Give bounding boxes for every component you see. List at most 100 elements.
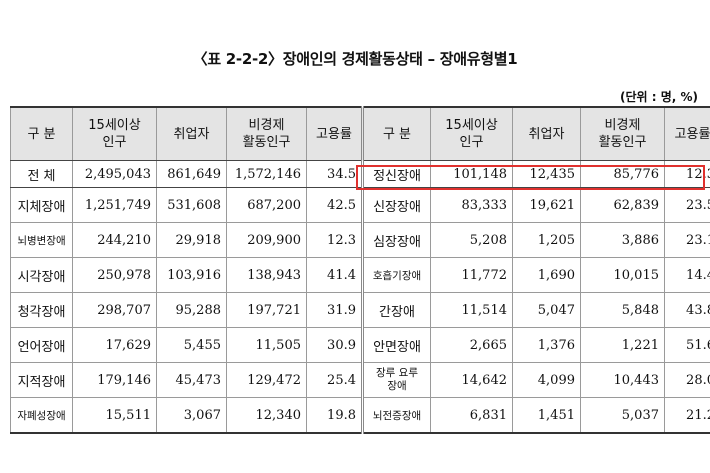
cell-rate-right: 43.8 bbox=[664, 292, 710, 328]
table-row: 자폐성장애 15,511 3,067 12,340 19.8 뇌전증장애 6,831 1,45… bbox=[10, 397, 710, 434]
cell-population-left: 179,146 bbox=[72, 362, 157, 398]
cell-cat-right: 호흡기장애 bbox=[361, 257, 431, 293]
cell-rate-left: 19.8 bbox=[306, 397, 363, 434]
cell-cat-right: 심장장애 bbox=[361, 222, 431, 258]
cell-cat-left: 시각장애 bbox=[10, 257, 73, 293]
cell-employed-left: 95,288 bbox=[156, 292, 227, 328]
cell-employed-right: 4,099 bbox=[512, 362, 581, 398]
cell-inactive-left: 129,472 bbox=[226, 362, 307, 398]
cell-inactive-left: 197,721 bbox=[226, 292, 307, 328]
cell-employed-right: 1,376 bbox=[512, 327, 581, 363]
cell-population-left: 250,978 bbox=[72, 257, 157, 293]
header-inactive-left: 비경제 활동인구 bbox=[226, 106, 307, 161]
cell-employed-right: 19,621 bbox=[512, 187, 581, 223]
header-rate-left: 고용률 bbox=[306, 106, 363, 161]
cell-rate-right: 14.4 bbox=[664, 257, 710, 293]
header-population-left: 15세이상 인구 bbox=[72, 106, 157, 161]
table-row: 뇌병변장애 244,210 29,918 209,900 12.3 심장장애 5,208 1,… bbox=[10, 222, 710, 258]
cell-population-right: 14,642 bbox=[430, 362, 513, 398]
cell-inactive-right: 10,015 bbox=[580, 257, 665, 293]
cell-inactive-right: 3,886 bbox=[580, 222, 665, 258]
cell-inactive-left: 11,505 bbox=[226, 327, 307, 363]
cell-inactive-right: 5,037 bbox=[580, 397, 665, 434]
cell-cat-right: 정신장애 bbox=[361, 160, 431, 188]
cell-inactive-left: 138,943 bbox=[226, 257, 307, 293]
cell-employed-right: 5,047 bbox=[512, 292, 581, 328]
cell-rate-left: 42.5 bbox=[306, 187, 363, 223]
header-population-right: 15세이상 인구 bbox=[430, 106, 513, 161]
cell-employed-left: 45,473 bbox=[156, 362, 227, 398]
header-row: 구 분 15세이상 인구 취업자 비경제 활동인구 고용률 구 분 15세이상 … bbox=[10, 106, 710, 161]
cell-rate-left: 25.4 bbox=[306, 362, 363, 398]
header-category-left: 구 분 bbox=[10, 106, 73, 161]
cell-inactive-left: 12,340 bbox=[226, 397, 307, 434]
cell-population-right: 2,665 bbox=[430, 327, 513, 363]
cell-cat-right: 간장애 bbox=[361, 292, 431, 328]
cell-population-right: 6,831 bbox=[430, 397, 513, 434]
cell-population-right: 5,208 bbox=[430, 222, 513, 258]
cell-cat-left: 언어장애 bbox=[10, 327, 73, 363]
cell-cat-left: 지체장애 bbox=[10, 187, 73, 223]
cell-employed-right: 1,205 bbox=[512, 222, 581, 258]
header-category-right: 구 분 bbox=[361, 106, 431, 161]
cell-inactive-right: 85,776 bbox=[580, 160, 665, 188]
table-row: 시각장애 250,978 103,916 138,943 41.4 호흡기장애 11,772… bbox=[10, 257, 710, 293]
table-row: 지적장애 179,146 45,473 129,472 25.4 장루 요루 장애 14,6… bbox=[10, 362, 710, 398]
table-row: 전 체 2,495,043 861,649 1,572,146 34.5 정신장애 101,… bbox=[10, 160, 710, 188]
cell-employed-right: 1,690 bbox=[512, 257, 581, 293]
header-inactive-right: 비경제 활동인구 bbox=[580, 106, 665, 161]
cell-rate-right: 21.2 bbox=[664, 397, 710, 434]
cell-rate-left: 41.4 bbox=[306, 257, 363, 293]
cell-employed-left: 103,916 bbox=[156, 257, 227, 293]
cell-employed-left: 531,608 bbox=[156, 187, 227, 223]
cell-inactive-right: 1,221 bbox=[580, 327, 665, 363]
cell-employed-left: 3,067 bbox=[156, 397, 227, 434]
cell-population-left: 244,210 bbox=[72, 222, 157, 258]
cell-rate-right: 28.0 bbox=[664, 362, 710, 398]
cell-population-left: 15,511 bbox=[72, 397, 157, 434]
cell-rate-right: 23.1 bbox=[664, 222, 710, 258]
cell-inactive-left: 687,200 bbox=[226, 187, 307, 223]
cell-rate-left: 31.9 bbox=[306, 292, 363, 328]
cell-rate-left: 12.3 bbox=[306, 222, 363, 258]
table-row: 언어장애 17,629 5,455 11,505 30.9 안면장애 2,665 1,376 1… bbox=[10, 327, 710, 363]
header-employed-left: 취업자 bbox=[156, 106, 227, 161]
cell-employed-left: 861,649 bbox=[156, 160, 227, 188]
unit-label: (단위 : 명, %) bbox=[619, 90, 698, 104]
cell-rate-left: 30.9 bbox=[306, 327, 363, 363]
cell-employed-right: 1,451 bbox=[512, 397, 581, 434]
cell-cat-left: 전 체 bbox=[10, 160, 73, 188]
cell-rate-right: 51.6 bbox=[664, 327, 710, 363]
cell-cat-left: 자폐성장애 bbox=[10, 397, 73, 434]
header-employed-right: 취업자 bbox=[512, 106, 581, 161]
table-row: 지체장애 1,251,749 531,608 687,200 42.5 신장장애 83,33… bbox=[10, 187, 710, 223]
cell-cat-right: 뇌전증장애 bbox=[361, 397, 431, 434]
cell-rate-left: 34.5 bbox=[306, 160, 363, 188]
cell-cat-left: 뇌병변장애 bbox=[10, 222, 73, 258]
cell-rate-right: 23.5 bbox=[664, 187, 710, 223]
cell-rate-right: 12.3 bbox=[664, 160, 710, 188]
cell-inactive-left: 1,572,146 bbox=[226, 160, 307, 188]
cell-inactive-right: 10,443 bbox=[580, 362, 665, 398]
table-title: 〈표 2-2-2〉장애인의 경제활동상태 – 장애유형별1 bbox=[192, 50, 518, 68]
cell-cat-right: 신장장애 bbox=[361, 187, 431, 223]
cell-population-right: 83,333 bbox=[430, 187, 513, 223]
cell-cat-left: 지적장애 bbox=[10, 362, 73, 398]
cell-employed-left: 5,455 bbox=[156, 327, 227, 363]
cell-population-right: 11,772 bbox=[430, 257, 513, 293]
cell-employed-right: 12,435 bbox=[512, 160, 581, 188]
table-row: 청각장애 298,707 95,288 197,721 31.9 간장애 11,514 5,0… bbox=[10, 292, 710, 328]
cell-inactive-right: 62,839 bbox=[580, 187, 665, 223]
cell-population-left: 1,251,749 bbox=[72, 187, 157, 223]
cell-cat-right: 안면장애 bbox=[361, 327, 431, 363]
cell-population-right: 101,148 bbox=[430, 160, 513, 188]
cell-population-left: 298,707 bbox=[72, 292, 157, 328]
cell-employed-left: 29,918 bbox=[156, 222, 227, 258]
cell-cat-right: 장루 요루 장애 bbox=[361, 362, 431, 398]
cell-inactive-right: 5,848 bbox=[580, 292, 665, 328]
header-rate-right: 고용률 bbox=[664, 106, 710, 161]
employment-table: 구 분 15세이상 인구 취업자 비경제 활동인구 고용률 구 분 15세이상 … bbox=[10, 106, 710, 434]
cell-population-left: 2,495,043 bbox=[72, 160, 157, 188]
cell-inactive-left: 209,900 bbox=[226, 222, 307, 258]
cell-population-left: 17,629 bbox=[72, 327, 157, 363]
